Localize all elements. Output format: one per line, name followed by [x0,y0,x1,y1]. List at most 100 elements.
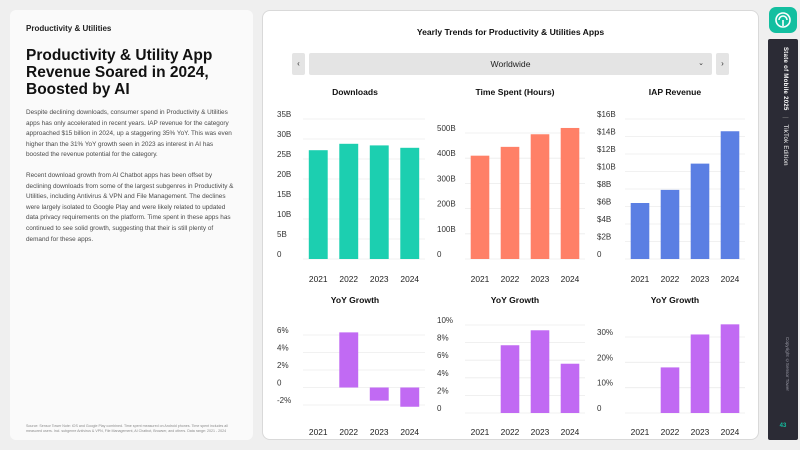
y-tick-label: $2B [597,233,611,242]
y-tick-label: 200B [437,200,456,209]
y-tick-label: 20B [277,170,291,179]
chart-yoy-iap-revenue: YoY Growth 0 10% 20% 30% 2021 2022 2023 2024 [597,295,745,437]
body-paragraph-1: Despite declining downloads, consumer sp… [26,109,232,159]
x-tick-label: 2021 [631,274,650,284]
bar [690,334,710,413]
chart-title: Downloads [332,87,378,97]
y-tick-label: 0 [597,250,602,259]
bar [530,330,550,413]
x-tick-label: 2021 [309,427,328,437]
chart-iap-revenue: IAP Revenue 0 $2B $4B $6B $8B $10B $12B $14B $16B… [597,87,745,284]
headline: Productivity & Utility App Revenue Soare… [26,47,213,98]
x-tick-label: 2023 [691,274,710,284]
bar [339,332,359,388]
x-tick-label: 2022 [661,274,680,284]
x-tick-label: 2022 [339,427,358,437]
x-tick-label: 2022 [661,427,680,437]
report-rail: State of Mobile 2025 | TikTok Edition Co… [766,0,800,450]
x-tick-label: 2022 [339,274,358,284]
y-tick-label: 8% [437,334,449,343]
y-tick-label: 0 [277,250,282,259]
region-value: Worldwide [490,59,531,69]
section-label: Productivity & Utilities [26,24,112,33]
x-tick-label: 2024 [721,427,740,437]
charts-panel: Yearly Trends for Productivity & Utiliti… [262,10,759,440]
report-title: State of Mobile 2025 | TikTok Edition [782,47,788,166]
charts-title: Yearly Trends for Productivity & Utiliti… [416,27,605,37]
y-tick-label: 0 [277,379,282,388]
x-tick-label: 2021 [631,427,650,437]
bar [369,387,389,401]
x-tick-label: 2023 [531,274,550,284]
y-tick-label: $8B [597,180,611,189]
next-region-button[interactable]: › [716,53,729,75]
bar [560,363,580,413]
x-tick-label: 2024 [561,274,580,284]
x-tick-label: 2023 [691,427,710,437]
page-number: 43 [779,423,787,429]
y-tick-label: $6B [597,198,611,207]
y-tick-label: 0 [437,250,442,259]
y-tick-label: 10% [597,379,613,388]
bar [530,134,550,259]
bar [560,127,580,260]
bar [400,387,420,407]
chevron-down-icon: ⌄ [698,60,704,67]
y-tick-label: $10B [597,163,616,172]
y-tick-label: 6% [437,351,449,360]
chart-yoy-downloads: YoY Growth -2% 0 2% 4% 6% 2021 2022 2023 2024 [277,295,425,437]
bar [400,147,420,259]
bar [630,203,650,259]
bar [470,155,490,259]
body-paragraph-2: Recent download growth from AI Chatbot a… [26,171,234,243]
x-tick-label: 2021 [471,427,490,437]
y-tick-label: 4% [437,369,449,378]
y-tick-label: 100B [437,225,456,234]
x-tick-label: 2024 [561,427,580,437]
bar [308,150,328,259]
y-tick-label: 5B [277,230,287,239]
sensor-tower-logo-icon [769,7,797,33]
bar [660,367,680,413]
y-tick-label: 35B [277,110,291,119]
x-tick-label: 2021 [309,274,328,284]
chart-time-spent: Time Spent (Hours) 0 100B 200B 300B 400B 500B 2… [437,87,585,284]
x-tick-label: 2024 [400,427,419,437]
chart-title: Time Spent (Hours) [475,87,554,97]
bar [660,189,680,259]
bar [339,143,359,259]
bar [720,131,740,259]
rail-band: State of Mobile 2025 | TikTok Edition Co… [768,39,798,440]
y-tick-label: 500B [437,124,456,133]
y-tick-label: $14B [597,128,616,137]
x-tick-label: 2024 [400,274,419,284]
y-tick-label: 0 [437,404,442,413]
y-tick-label: -2% [277,396,291,405]
y-tick-label: $12B [597,145,616,154]
x-tick-label: 2023 [370,427,389,437]
x-tick-label: 2023 [531,427,550,437]
chart-title: YoY Growth [491,295,539,305]
y-tick-label: 20% [597,353,613,362]
x-tick-label: 2022 [501,427,520,437]
y-tick-label: 25B [277,150,291,159]
chart-yoy-time-spent: YoY Growth 0 2% 4% 6% 8% 10% 2021 2022 2023 2024 [437,295,585,437]
y-tick-label: $16B [597,110,616,119]
y-tick-label: 30% [597,328,613,337]
region-dropdown[interactable]: Worldwide ⌄ [309,53,712,75]
prev-region-button[interactable]: ‹ [292,53,305,75]
y-tick-label: $4B [597,215,611,224]
y-tick-label: 6% [277,326,289,335]
y-tick-label: 4% [277,344,289,353]
x-tick-label: 2022 [501,274,520,284]
chart-title: YoY Growth [651,295,699,305]
y-tick-label: 2% [437,386,449,395]
bar [690,163,710,259]
y-tick-label: 30B [277,130,291,139]
y-tick-label: 400B [437,149,456,158]
bar [500,345,520,413]
bar [500,146,520,259]
chart-downloads: Downloads 0 5B 10B 15B 20B 25B 30B 35B 2021 2022 20… [277,87,425,284]
y-tick-label: 15B [277,190,291,199]
chart-title: IAP Revenue [649,87,702,97]
